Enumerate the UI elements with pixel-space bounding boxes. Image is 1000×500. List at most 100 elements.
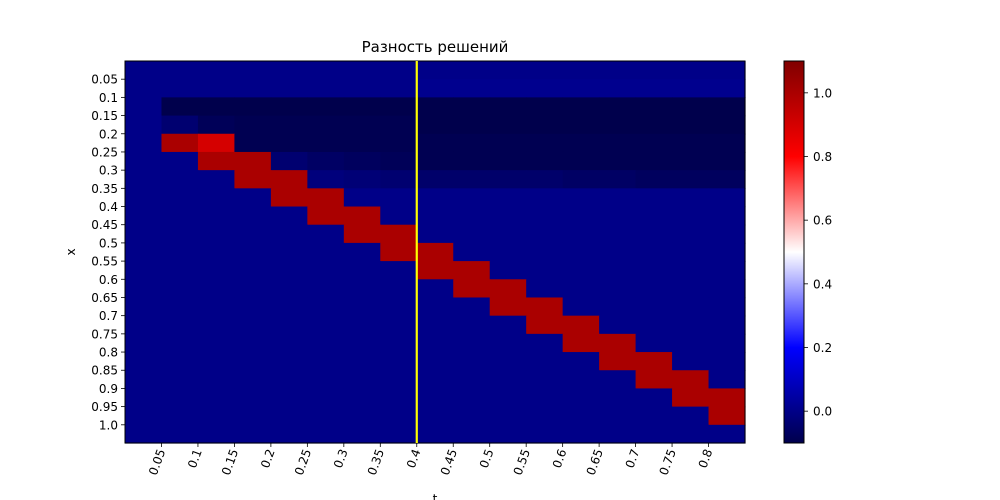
heatmap-cell: [562, 151, 600, 171]
heatmap-cell: [234, 424, 272, 444]
heatmap-cell: [234, 133, 272, 153]
heatmap-cell: [635, 242, 673, 262]
heatmap-cell: [343, 97, 381, 117]
heatmap-cell: [526, 188, 564, 208]
heatmap-cell: [270, 242, 308, 262]
heatmap-cell: [489, 206, 527, 226]
heatmap-cell: [125, 133, 163, 153]
heatmap-cell: [599, 115, 637, 135]
heatmap-cell: [562, 115, 600, 135]
heatmap-cell: [672, 79, 710, 98]
heatmap-cell: [562, 79, 600, 98]
heatmap-cell: [161, 242, 199, 262]
heatmap-cell: [453, 115, 491, 135]
heatmap-cell: [161, 370, 199, 390]
x-tick-label: 0.55: [511, 447, 533, 477]
heatmap-cell: [489, 79, 527, 98]
heatmap-cell: [526, 315, 564, 335]
heatmap-cell: [453, 333, 491, 353]
x-tick-label: 0.4: [404, 447, 424, 470]
heatmap-cell: [526, 242, 564, 262]
heatmap-cell: [526, 97, 564, 117]
heatmap-cell: [125, 115, 163, 135]
x-tick-label: 0.15: [219, 447, 241, 477]
x-tick-label: 0.45: [438, 447, 460, 477]
heatmap-cell: [416, 206, 454, 226]
heatmap-cell: [125, 388, 163, 408]
chart-title: Разность решений: [362, 38, 509, 56]
heatmap-cell: [672, 352, 710, 371]
y-tick-label: 0.45: [91, 218, 118, 232]
heatmap-cell: [489, 261, 527, 280]
heatmap-cell: [380, 279, 418, 299]
heatmap-cell: [307, 115, 345, 135]
heatmap-cell: [635, 315, 673, 335]
x-axis-label: t: [433, 492, 438, 500]
heatmap-cell: [562, 133, 600, 153]
y-tick-label: 0.55: [91, 255, 118, 269]
colorbar-tick-label: 0.4: [813, 277, 832, 291]
heatmap-cell: [672, 133, 710, 153]
x-tick-label: 0.65: [584, 447, 606, 477]
heatmap-cell: [380, 315, 418, 335]
heatmap-cell: [343, 424, 381, 444]
y-axis-label: x: [64, 248, 78, 255]
heatmap-cell: [161, 315, 199, 335]
heatmap-cell: [197, 97, 236, 117]
heatmap-cell: [161, 406, 199, 426]
heatmap-cell: [161, 133, 199, 153]
heatmap-cell: [125, 261, 163, 280]
heatmap-cell: [708, 261, 746, 280]
heatmap-cell: [453, 388, 491, 408]
heatmap-cell: [708, 388, 746, 408]
heatmap-cell: [343, 115, 381, 135]
colorbar-tick-label: 1.0: [813, 86, 832, 100]
heatmap-cell: [635, 406, 673, 426]
y-tick-label: 0.9: [99, 382, 118, 396]
heatmap-cell: [270, 224, 308, 244]
heatmap-cell: [416, 279, 454, 299]
heatmap-cell: [125, 224, 163, 244]
heatmap-cell: [161, 261, 199, 280]
heatmap-cell: [599, 151, 637, 171]
heatmap-cell: [125, 79, 163, 98]
heatmap-cell: [599, 224, 637, 244]
heatmap-cell: [526, 151, 564, 171]
heatmap-cell: [562, 370, 600, 390]
heatmap-cell: [708, 315, 746, 335]
heatmap-cell: [307, 279, 345, 299]
heatmap-cell: [416, 115, 454, 135]
x-tick-label: 0.1: [185, 447, 205, 470]
heatmap-cell: [270, 61, 308, 80]
heatmap-cell: [343, 315, 381, 335]
heatmap-cell: [635, 115, 673, 135]
heatmap-cell: [270, 115, 308, 135]
heatmap-cell: [343, 388, 381, 408]
heatmap-cell: [526, 352, 564, 371]
x-tick-label: 0.7: [623, 447, 643, 470]
heatmap-cell: [672, 115, 710, 135]
heatmap-cell: [526, 261, 564, 280]
colorbar: [783, 60, 805, 444]
heatmap-cell: [343, 133, 381, 153]
y-tick-label: 0.05: [91, 73, 118, 87]
heatmap-cell: [234, 297, 272, 317]
heatmap-cell: [635, 297, 673, 317]
heatmap-cell: [307, 370, 345, 390]
heatmap-cell: [599, 61, 637, 80]
y-tick-label: 1.0: [99, 418, 118, 432]
colorbar-tick-label: 0.6: [813, 214, 832, 228]
heatmap-cell: [672, 297, 710, 317]
heatmap-cell: [489, 224, 527, 244]
heatmap-cell: [234, 388, 272, 408]
heatmap-cell: [197, 224, 236, 244]
heatmap-cell: [562, 388, 600, 408]
heatmap-cell: [672, 224, 710, 244]
x-tick-label: 0.25: [292, 447, 314, 477]
heatmap-cell: [197, 406, 236, 426]
heatmap-cell: [708, 151, 746, 171]
heatmap-cell: [453, 242, 491, 262]
heatmap-cell: [234, 406, 272, 426]
heatmap-cell: [708, 370, 746, 390]
heatmap-cell: [380, 242, 418, 262]
